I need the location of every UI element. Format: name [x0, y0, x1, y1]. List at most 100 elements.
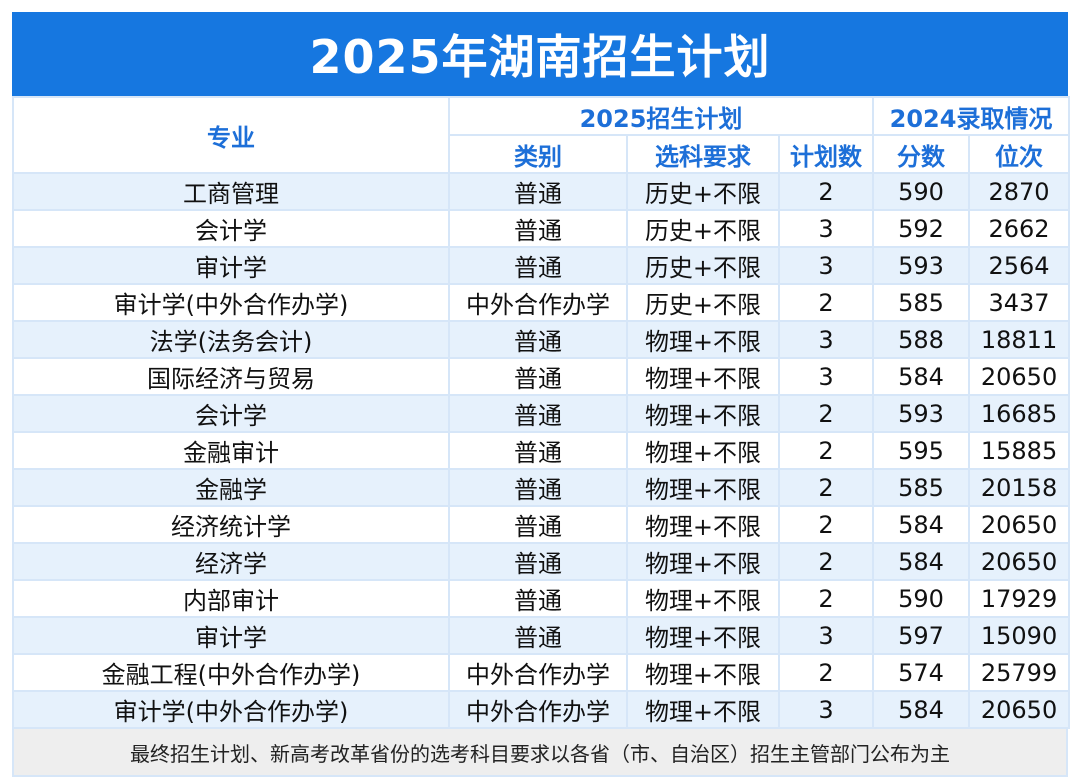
cell-score: 593 — [872, 246, 971, 285]
cell-plan-count: 2 — [777, 579, 875, 618]
cell-plan-count: 3 — [777, 246, 875, 285]
cell-subjects: 物理+不限 — [626, 357, 780, 396]
header-subjects: 选科要求 — [626, 134, 780, 174]
cell-score: 584 — [872, 505, 971, 544]
header-plan-count: 计划数 — [777, 134, 875, 174]
cell-score: 584 — [872, 542, 971, 581]
cell-category: 普通 — [448, 320, 628, 359]
cell-rank: 2564 — [968, 246, 1071, 285]
cell-rank: 20650 — [968, 505, 1071, 544]
cell-category: 普通 — [448, 616, 628, 655]
table-row: 审计学(中外合作办学) 中外合作办学 物理+不限 3 584 20650 — [12, 690, 1071, 729]
cell-plan-count: 2 — [777, 283, 875, 322]
cell-category: 普通 — [448, 579, 628, 618]
table-row: 金融学 普通 物理+不限 2 585 20158 — [12, 468, 1071, 507]
table-row: 经济统计学 普通 物理+不限 2 584 20650 — [12, 505, 1071, 544]
cell-category: 中外合作办学 — [448, 283, 628, 322]
cell-category: 普通 — [448, 172, 628, 211]
cell-score: 592 — [872, 209, 971, 248]
table-row: 工商管理 普通 历史+不限 2 590 2870 — [12, 172, 1071, 211]
cell-score: 588 — [872, 320, 971, 359]
admission-table: 专业 2025招生计划 2024录取情况 类别 选科要求 计划数 分数 位次 工… — [12, 96, 1071, 729]
cell-rank: 25799 — [968, 653, 1071, 692]
cell-plan-count: 3 — [777, 616, 875, 655]
cell-category: 普通 — [448, 209, 628, 248]
cell-subjects: 物理+不限 — [626, 431, 780, 470]
cell-subjects: 历史+不限 — [626, 209, 780, 248]
table-row: 金融工程(中外合作办学) 中外合作办学 物理+不限 2 574 25799 — [12, 653, 1071, 692]
cell-rank: 15885 — [968, 431, 1071, 470]
cell-category: 普通 — [448, 431, 628, 470]
cell-plan-count: 2 — [777, 542, 875, 581]
header-major: 专业 — [12, 96, 450, 174]
cell-rank: 20158 — [968, 468, 1071, 507]
table-row: 法学(法务会计) 普通 物理+不限 3 588 18811 — [12, 320, 1071, 359]
cell-score: 584 — [872, 357, 971, 396]
cell-major: 会计学 — [12, 394, 450, 433]
cell-rank: 20650 — [968, 542, 1071, 581]
cell-major: 国际经济与贸易 — [12, 357, 450, 396]
table-row: 审计学 普通 历史+不限 3 593 2564 — [12, 246, 1071, 285]
cell-major: 工商管理 — [12, 172, 450, 211]
cell-score: 595 — [872, 431, 971, 470]
footer-note: 最终招生计划、新高考改革省份的选考科目要求以各省（市、自治区）招生主管部门公布为… — [12, 729, 1068, 777]
table-body: 工商管理 普通 历史+不限 2 590 2870 会计学 普通 历史+不限 3 592 2662 审计学… — [12, 172, 1071, 729]
header-rank: 位次 — [968, 134, 1071, 174]
cell-score: 585 — [872, 468, 971, 507]
table-row: 会计学 普通 物理+不限 2 593 16685 — [12, 394, 1071, 433]
cell-subjects: 物理+不限 — [626, 542, 780, 581]
cell-major: 会计学 — [12, 209, 450, 248]
cell-score: 593 — [872, 394, 971, 433]
cell-subjects: 物理+不限 — [626, 394, 780, 433]
cell-plan-count: 2 — [777, 431, 875, 470]
page-title: 2025年湖南招生计划 — [12, 12, 1068, 96]
cell-score: 584 — [872, 690, 971, 729]
cell-major: 审计学(中外合作办学) — [12, 690, 450, 729]
table-row: 国际经济与贸易 普通 物理+不限 3 584 20650 — [12, 357, 1071, 396]
cell-plan-count: 3 — [777, 320, 875, 359]
cell-subjects: 物理+不限 — [626, 320, 780, 359]
cell-rank: 2870 — [968, 172, 1071, 211]
cell-rank: 2662 — [968, 209, 1071, 248]
table-row: 金融审计 普通 物理+不限 2 595 15885 — [12, 431, 1071, 470]
cell-score: 597 — [872, 616, 971, 655]
cell-category: 普通 — [448, 468, 628, 507]
cell-subjects: 物理+不限 — [626, 616, 780, 655]
cell-plan-count: 3 — [777, 209, 875, 248]
cell-score: 590 — [872, 172, 971, 211]
cell-major: 法学(法务会计) — [12, 320, 450, 359]
table-row: 审计学 普通 物理+不限 3 597 15090 — [12, 616, 1071, 655]
cell-subjects: 物理+不限 — [626, 579, 780, 618]
cell-rank: 20650 — [968, 357, 1071, 396]
cell-major: 金融工程(中外合作办学) — [12, 653, 450, 692]
cell-plan-count: 3 — [777, 357, 875, 396]
cell-major: 金融审计 — [12, 431, 450, 470]
cell-major: 审计学(中外合作办学) — [12, 283, 450, 322]
cell-plan-count: 2 — [777, 468, 875, 507]
cell-subjects: 物理+不限 — [626, 468, 780, 507]
table-row: 内部审计 普通 物理+不限 2 590 17929 — [12, 579, 1071, 618]
cell-score: 590 — [872, 579, 971, 618]
cell-plan-count: 3 — [777, 690, 875, 729]
cell-major: 审计学 — [12, 616, 450, 655]
cell-rank: 18811 — [968, 320, 1071, 359]
header-admit-group: 2024录取情况 — [872, 96, 1071, 136]
cell-subjects: 物理+不限 — [626, 505, 780, 544]
cell-plan-count: 2 — [777, 653, 875, 692]
cell-rank: 16685 — [968, 394, 1071, 433]
cell-rank: 15090 — [968, 616, 1071, 655]
cell-category: 普通 — [448, 542, 628, 581]
cell-major: 经济统计学 — [12, 505, 450, 544]
cell-major: 金融学 — [12, 468, 450, 507]
cell-score: 574 — [872, 653, 971, 692]
table-row: 审计学(中外合作办学) 中外合作办学 历史+不限 2 585 3437 — [12, 283, 1071, 322]
header-plan-group: 2025招生计划 — [447, 96, 875, 136]
cell-category: 中外合作办学 — [448, 653, 628, 692]
cell-rank: 20650 — [968, 690, 1071, 729]
cell-subjects: 物理+不限 — [626, 690, 780, 729]
cell-category: 普通 — [448, 505, 628, 544]
cell-subjects: 物理+不限 — [626, 653, 780, 692]
cell-category: 普通 — [448, 246, 628, 285]
table-row: 会计学 普通 历史+不限 3 592 2662 — [12, 209, 1071, 248]
cell-category: 中外合作办学 — [448, 690, 628, 729]
